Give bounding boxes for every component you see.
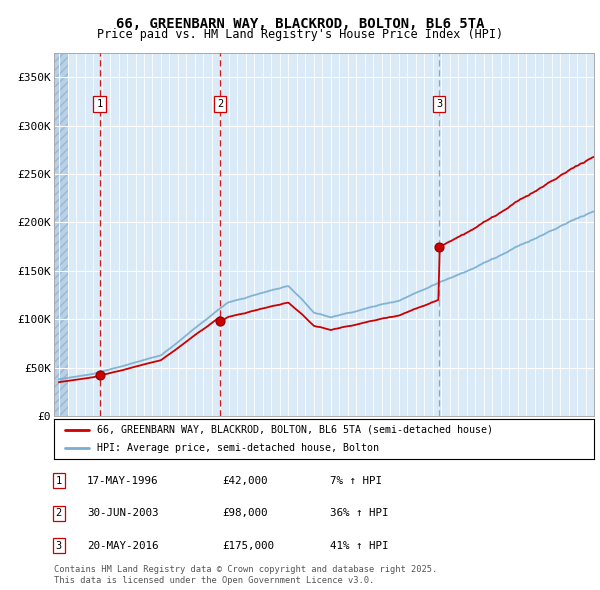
Text: 36% ↑ HPI: 36% ↑ HPI [330, 509, 389, 518]
Bar [54, 53, 68, 416]
Text: 30-JUN-2003: 30-JUN-2003 [87, 509, 158, 518]
Text: 1: 1 [56, 476, 62, 486]
Text: 2: 2 [56, 509, 62, 518]
Text: 7% ↑ HPI: 7% ↑ HPI [330, 476, 382, 486]
Text: £98,000: £98,000 [222, 509, 268, 518]
Text: 66, GREENBARN WAY, BLACKROD, BOLTON, BL6 5TA: 66, GREENBARN WAY, BLACKROD, BOLTON, BL6… [116, 17, 484, 31]
Text: 17-MAY-1996: 17-MAY-1996 [87, 476, 158, 486]
Text: £42,000: £42,000 [222, 476, 268, 486]
Text: Price paid vs. HM Land Registry's House Price Index (HPI): Price paid vs. HM Land Registry's House … [97, 28, 503, 41]
Text: 3: 3 [436, 99, 442, 109]
Text: 2: 2 [217, 99, 224, 109]
Bar [54, 53, 68, 416]
Text: 20-MAY-2016: 20-MAY-2016 [87, 541, 158, 550]
Text: HPI: Average price, semi-detached house, Bolton: HPI: Average price, semi-detached house,… [97, 443, 379, 453]
Text: Contains HM Land Registry data © Crown copyright and database right 2025.: Contains HM Land Registry data © Crown c… [54, 565, 437, 574]
Text: £175,000: £175,000 [222, 541, 274, 550]
Text: 3: 3 [56, 541, 62, 550]
Text: 1: 1 [97, 99, 103, 109]
Text: 41% ↑ HPI: 41% ↑ HPI [330, 541, 389, 550]
Text: This data is licensed under the Open Government Licence v3.0.: This data is licensed under the Open Gov… [54, 576, 374, 585]
Text: 66, GREENBARN WAY, BLACKROD, BOLTON, BL6 5TA (semi-detached house): 66, GREENBARN WAY, BLACKROD, BOLTON, BL6… [97, 425, 493, 435]
